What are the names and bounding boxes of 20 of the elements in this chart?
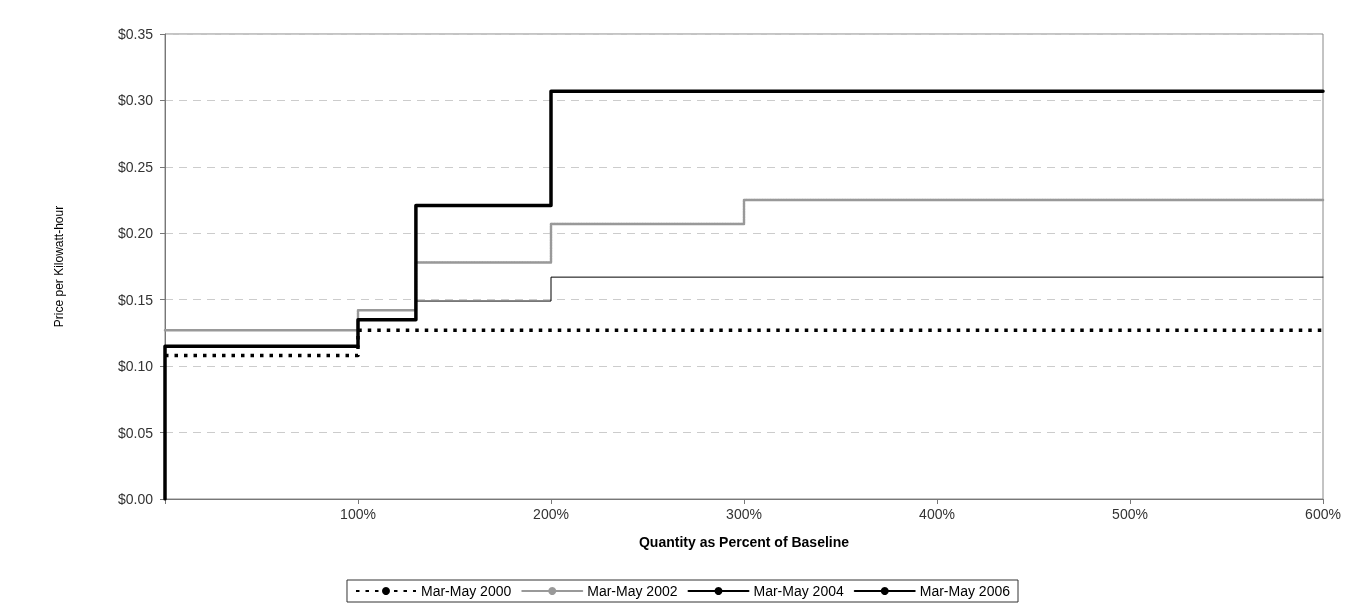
x-axis-title: Quantity as Percent of Baseline xyxy=(638,534,850,550)
x-tick-label: 100% xyxy=(340,506,376,522)
x-tick-label: 600% xyxy=(1305,506,1341,522)
y-tick-label: $0.10 xyxy=(117,358,154,375)
legend-label: Mar-May 2000 xyxy=(420,583,512,599)
y-tick-label: $0.05 xyxy=(117,424,154,441)
y-tick-label: $0.20 xyxy=(117,225,154,242)
y-tick-label: $0.15 xyxy=(117,291,154,308)
x-tick-label: 500% xyxy=(1112,506,1148,522)
legend-label: Mar-May 2006 xyxy=(919,583,1011,599)
y-tick-label: $0.35 xyxy=(117,26,154,42)
y-tick-label: $0.25 xyxy=(117,158,154,175)
legend-label: Mar-May 2002 xyxy=(587,583,678,599)
x-tick-label: 400% xyxy=(919,506,955,522)
y-tick-label: $0.30 xyxy=(117,92,154,109)
y-axis-title: Price per Kilowatt-hour xyxy=(52,205,66,328)
x-tick-label: 200% xyxy=(533,506,569,522)
x-tick-label: 300% xyxy=(726,506,762,522)
legend-label: Mar-May 2004 xyxy=(753,583,844,599)
y-tick-label: $0.00 xyxy=(117,491,154,507)
